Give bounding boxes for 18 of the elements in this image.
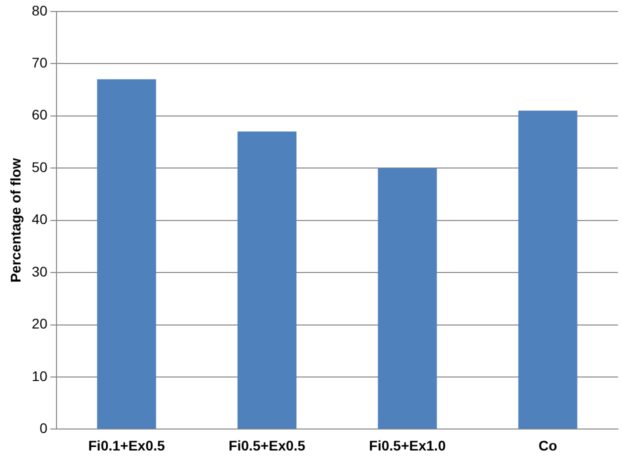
y-tick-label: 80 [32, 2, 48, 18]
bar [518, 110, 578, 429]
y-tick-label: 0 [40, 420, 48, 436]
y-tick-label: 10 [32, 368, 48, 384]
bar [237, 132, 296, 429]
x-tick-label: Fi0.5+Ex0.5 [228, 437, 306, 454]
y-tick-label: 30 [32, 263, 48, 280]
y-tick-label: 20 [32, 316, 48, 332]
x-tick-label: Fi0.5+Ex1.0 [369, 437, 446, 454]
y-tick-label: 40 [32, 211, 48, 228]
x-tick-label: Fi0.1+Ex0.5 [88, 437, 166, 454]
y-tick-label: 50 [32, 158, 48, 175]
x-tick-label: Co [538, 437, 558, 454]
y-axis-title: Percentage of flow [7, 158, 24, 283]
bar [378, 168, 437, 429]
bar [97, 79, 156, 429]
y-tick-label: 60 [32, 106, 48, 123]
y-tick-label: 70 [32, 54, 48, 70]
